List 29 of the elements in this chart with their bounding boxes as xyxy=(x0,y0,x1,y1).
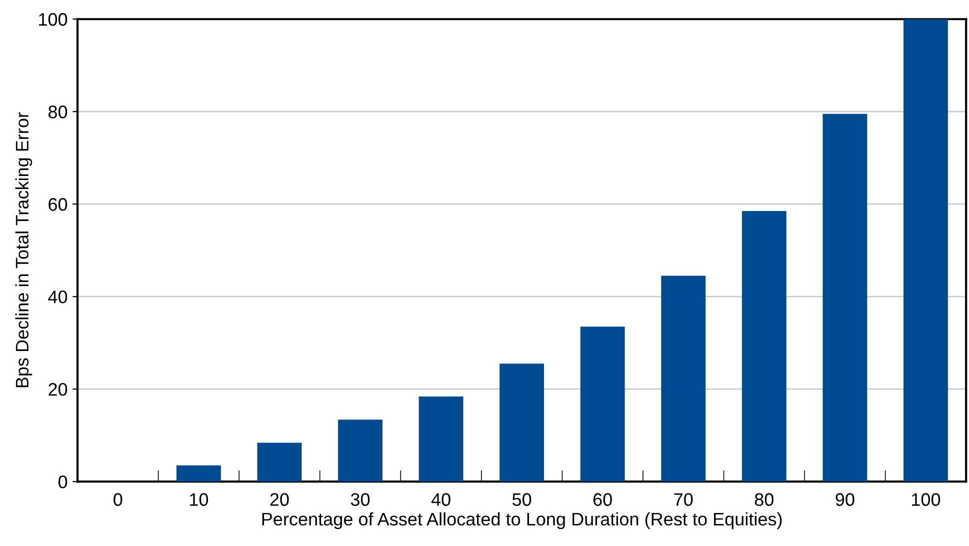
x-tick-label: 50 xyxy=(512,493,532,506)
x-tick-label: 70 xyxy=(674,493,693,506)
y-tick-label: 20 xyxy=(48,383,68,396)
bar xyxy=(742,211,786,482)
x-tick-label: 80 xyxy=(754,493,774,506)
y-tick-label: 40 xyxy=(48,290,68,304)
x-tick-label: 20 xyxy=(270,493,289,506)
y-tick-label: 100 xyxy=(39,13,68,26)
bar xyxy=(338,420,382,482)
bar xyxy=(580,326,625,482)
y-axis-title: Bps Decline in Total Tracking Error xyxy=(15,112,32,388)
x-tick-label: 30 xyxy=(350,493,370,506)
x-axis-title: Percentage of Asset Allocated to Long Duration (Rest to Equities) xyxy=(262,512,782,530)
x-tick-label: 0 xyxy=(114,493,122,506)
y-tick-label: 60 xyxy=(48,198,68,211)
bar xyxy=(822,114,868,482)
bar xyxy=(418,396,464,482)
bar xyxy=(257,442,302,482)
x-tick-label: 100 xyxy=(912,493,940,506)
x-tick-label: 90 xyxy=(836,493,854,506)
bar xyxy=(176,465,221,482)
x-tick-label: 60 xyxy=(593,493,612,506)
bar xyxy=(903,19,948,482)
bar xyxy=(661,276,706,482)
x-tick-label: 40 xyxy=(431,493,450,506)
x-tick-label: 10 xyxy=(190,493,208,506)
bar xyxy=(500,364,544,482)
y-tick-label: 0 xyxy=(58,476,68,488)
y-tick-label: 80 xyxy=(48,106,68,118)
